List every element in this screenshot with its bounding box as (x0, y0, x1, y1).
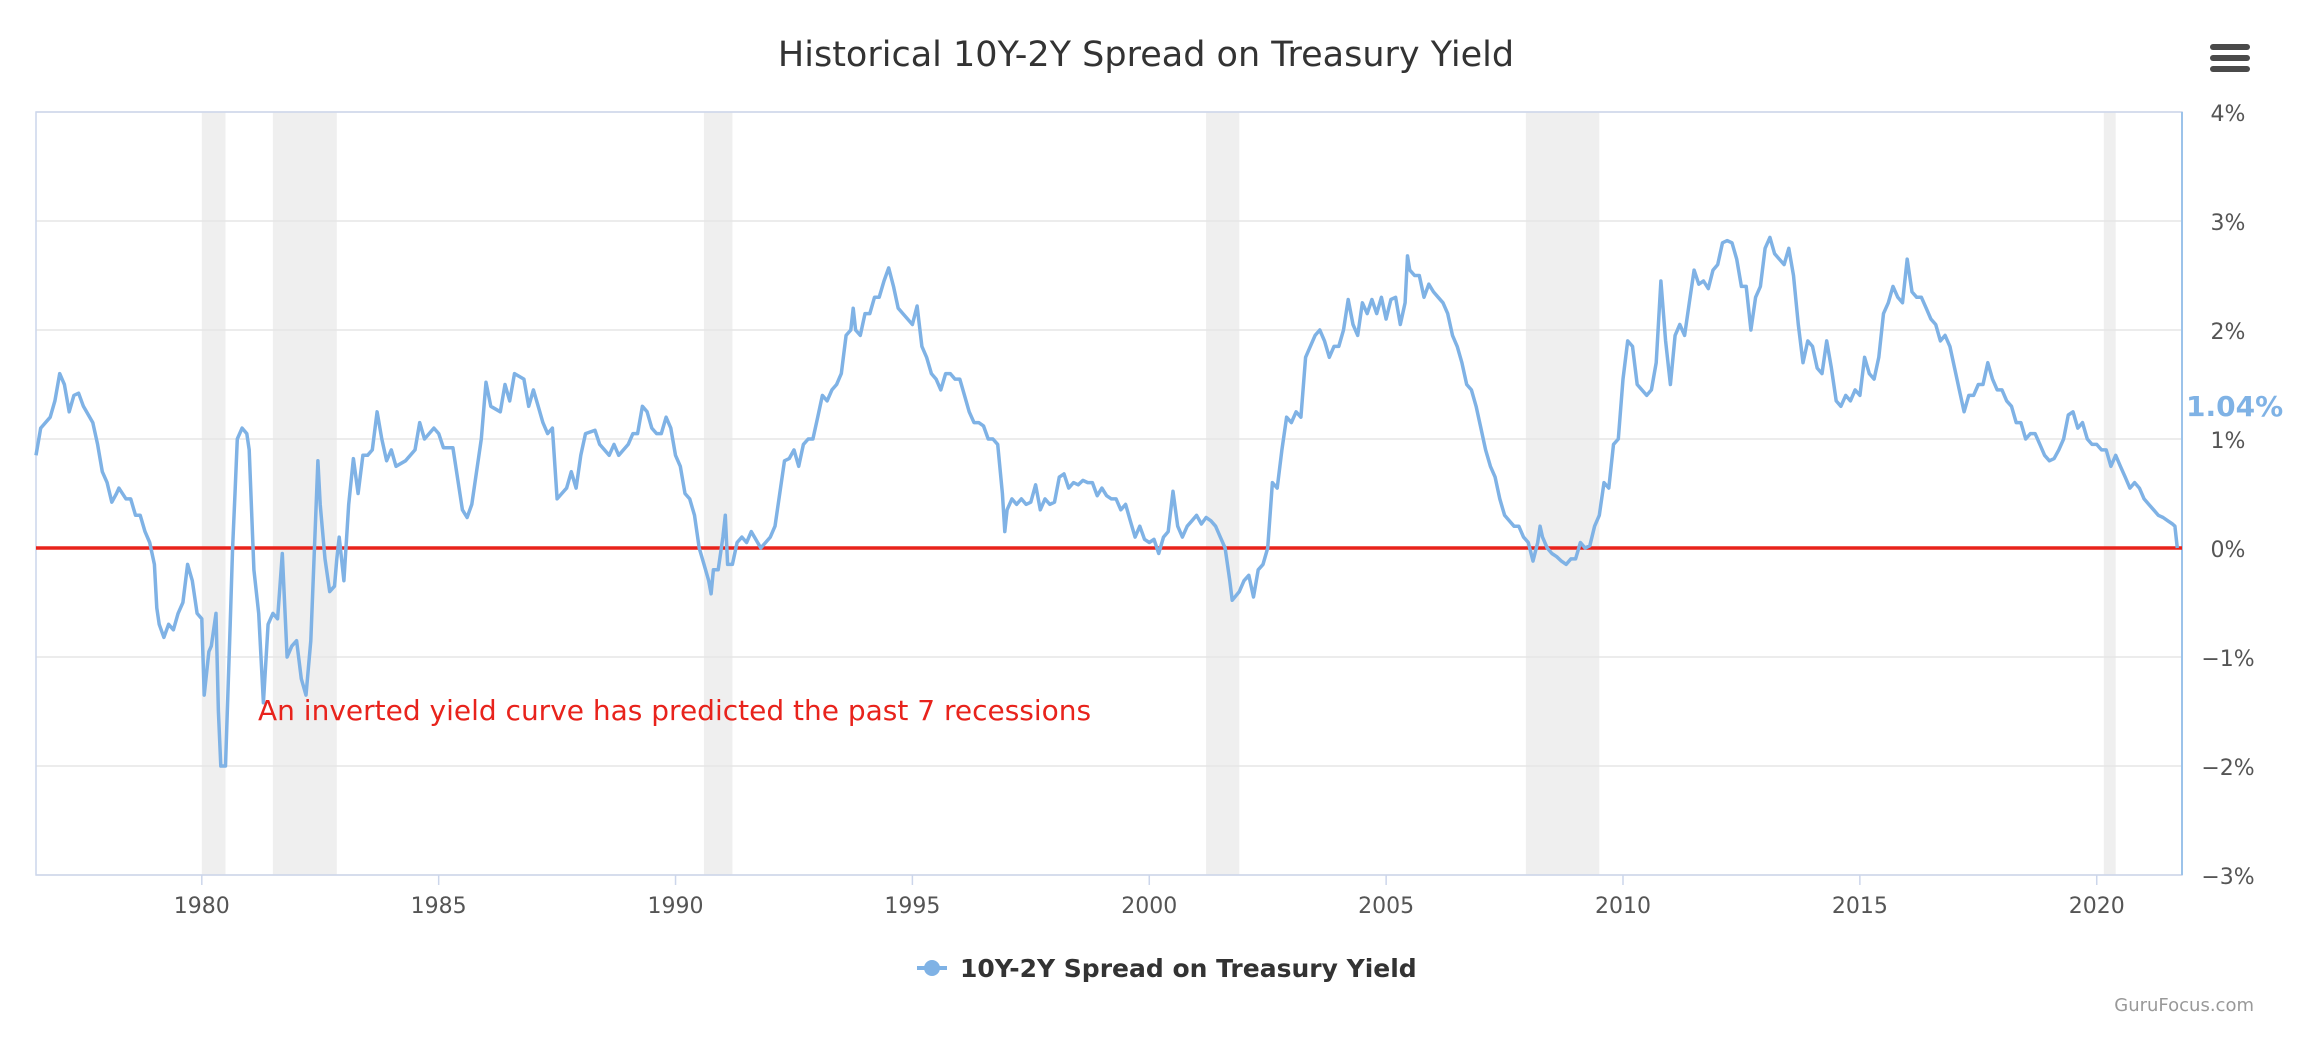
y-tick-label: 3% (2211, 211, 2246, 236)
y-tick-label: −1% (2201, 647, 2254, 672)
series-line[interactable] (34, 235, 2180, 768)
recession-band (272, 112, 337, 875)
x-tick-label: 1995 (884, 894, 940, 919)
recession-band (703, 112, 733, 875)
menu-icon-bar (2210, 55, 2250, 61)
legend-label: 10Y-2Y Spread on Treasury Yield (960, 954, 1417, 983)
y-axis-ticks: 4% 3% 2% 1% 0% −1% −2% −3% (2201, 102, 2254, 890)
x-tick-label: 2005 (1358, 894, 1414, 919)
y-tick-label: −3% (2201, 865, 2254, 890)
y-tick-label: 2% (2211, 320, 2246, 345)
recession-band (2103, 112, 2116, 875)
last-value-label: 1.04% (2186, 390, 2283, 423)
y-tick-label: 4% (2211, 102, 2246, 127)
recession-band (1206, 112, 1240, 875)
recession-bands (201, 112, 2116, 875)
x-axis-ticks: 1980 1985 1990 1995 2000 2005 2010 2015 2020 (174, 875, 2125, 919)
x-tick-label: 1980 (174, 894, 230, 919)
y-tick-label: 1% (2211, 429, 2246, 454)
x-tick-label: 1985 (411, 894, 467, 919)
credits-link[interactable]: GuruFocus.com (2114, 995, 2254, 1016)
recession-band (201, 112, 226, 875)
chart-title: Historical 10Y-2Y Spread on Treasury Yie… (778, 35, 1514, 75)
x-tick-label: 2020 (2069, 894, 2125, 919)
recession-band (1525, 112, 1600, 875)
legend-dot-marker (924, 960, 940, 976)
series-group (34, 235, 2180, 768)
y-tick-label: 0% (2211, 538, 2246, 563)
x-tick-label: 2000 (1121, 894, 1177, 919)
menu-icon (2210, 44, 2250, 50)
chart-annotation: An inverted yield curve has predicted th… (258, 694, 1091, 727)
menu-icon-bar (2210, 66, 2250, 72)
y-tick-label: −2% (2201, 756, 2254, 781)
x-tick-label: 2010 (1595, 894, 1651, 919)
x-tick-label: 2015 (1832, 894, 1888, 919)
x-tick-label: 1990 (648, 894, 704, 919)
context-menu-button[interactable] (2210, 44, 2250, 78)
legend-item[interactable]: 10Y-2Y Spread on Treasury Yield (917, 954, 1417, 983)
